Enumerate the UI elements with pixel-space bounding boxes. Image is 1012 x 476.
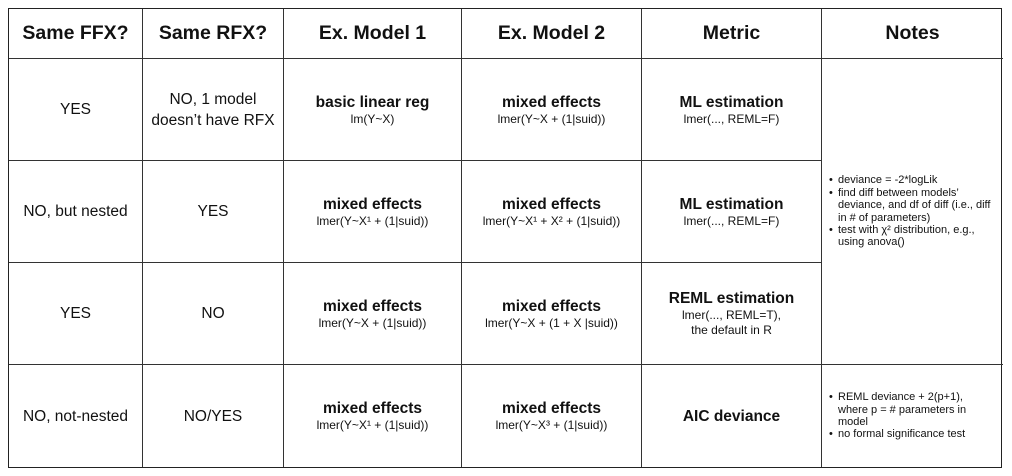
header-same-rfx: Same RFX? xyxy=(143,9,284,59)
row3-model-1-code: lmer(Y~X + (1|suid)) xyxy=(318,315,427,330)
header-model-1: Ex. Model 1 xyxy=(284,9,462,59)
row1-same-ffx: YES xyxy=(9,59,143,161)
row1-model-2-code: lmer(Y~X + (1|suid)) xyxy=(497,111,606,126)
header-notes: Notes xyxy=(822,9,1003,59)
header-same-ffx: Same FFX? xyxy=(9,9,143,59)
row2-model-2-code: lmer(Y~X¹ + X² + (1|suid)) xyxy=(482,213,621,228)
note-item: find diff between models’deviance, and d… xyxy=(829,187,991,224)
row3-model-2: mixed effects lmer(Y~X + (1 + X |suid)) xyxy=(462,263,642,365)
row3-same-rfx: NO xyxy=(143,263,284,365)
row1-model-2: mixed effects lmer(Y~X + (1|suid)) xyxy=(462,59,642,161)
row3-model-2-title: mixed effects xyxy=(501,297,602,315)
row2-metric-title: ML estimation xyxy=(679,195,784,213)
notes-cell-group-1: deviance = -2*logLik find diff between m… xyxy=(822,59,1003,365)
row4-model-1-title: mixed effects xyxy=(322,400,423,417)
header-model-2: Ex. Model 2 xyxy=(462,9,642,59)
row1-metric-title: ML estimation xyxy=(679,93,784,111)
row2-metric: ML estimation lmer(..., REML=F) xyxy=(642,161,822,263)
row3-model-1-title: mixed effects xyxy=(322,297,423,315)
row2-same-ffx: NO, but nested xyxy=(9,161,143,263)
row3-same-ffx: YES xyxy=(9,263,143,365)
comparison-table: Same FFX? Same RFX? Ex. Model 1 Ex. Mode… xyxy=(8,8,1003,468)
notes-cell-group-2: REML deviance + 2(p+1),where p = # param… xyxy=(822,365,1003,467)
row2-model-1-code: lmer(Y~X¹ + (1|suid)) xyxy=(316,213,429,228)
row4-same-ffx: NO, not-nested xyxy=(9,365,143,467)
table-grid: Same FFX? Same RFX? Ex. Model 1 Ex. Mode… xyxy=(9,9,1003,467)
row1-metric-code: lmer(..., REML=F) xyxy=(683,111,780,126)
row3-metric: REML estimation lmer(..., REML=T), the d… xyxy=(642,263,822,365)
row4-model-1-code: lmer(Y~X¹ + (1|suid)) xyxy=(316,418,429,432)
note-item: test with χ² distribution, e.g.,using an… xyxy=(829,224,990,249)
notes-list-1: deviance = -2*logLik find diff between m… xyxy=(828,174,991,249)
row4-model-1: mixed effects lmer(Y~X¹ + (1|suid)) xyxy=(284,365,462,467)
notes-list-2: REML deviance + 2(p+1),where p = # param… xyxy=(828,391,966,441)
row2-model-1-title: mixed effects xyxy=(322,195,423,213)
note-item: REML deviance + 2(p+1),where p = # param… xyxy=(829,391,966,428)
row2-model-2-title: mixed effects xyxy=(501,195,602,213)
row1-model-1-title: basic linear reg xyxy=(315,93,430,111)
row2-model-2: mixed effects lmer(Y~X¹ + X² + (1|suid)) xyxy=(462,161,642,263)
row3-model-1: mixed effects lmer(Y~X + (1|suid)) xyxy=(284,263,462,365)
row2-model-1: mixed effects lmer(Y~X¹ + (1|suid)) xyxy=(284,161,462,263)
row1-same-rfx-line1: NO, 1 model xyxy=(169,90,257,108)
row1-same-rfx: NO, 1 model doesn’t have RFX xyxy=(143,59,284,161)
row3-metric-title: REML estimation xyxy=(668,290,795,307)
row1-metric: ML estimation lmer(..., REML=F) xyxy=(642,59,822,161)
header-metric: Metric xyxy=(642,9,822,59)
row1-model-2-title: mixed effects xyxy=(501,93,602,111)
row1-model-1-code: lm(Y~X) xyxy=(350,111,395,126)
row2-metric-code: lmer(..., REML=F) xyxy=(683,213,780,228)
row1-model-1: basic linear reg lm(Y~X) xyxy=(284,59,462,161)
row2-same-rfx: YES xyxy=(143,161,284,263)
row4-metric: AIC deviance xyxy=(642,365,822,467)
row4-same-rfx: NO/YES xyxy=(143,365,284,467)
row4-metric-title: AIC deviance xyxy=(682,407,781,425)
row4-model-2-code: lmer(Y~X³ + (1|suid)) xyxy=(495,418,608,432)
note-item: no formal significance test xyxy=(829,428,966,441)
row3-model-2-code: lmer(Y~X + (1 + X |suid)) xyxy=(485,315,618,330)
note-item: deviance = -2*logLik xyxy=(829,174,990,187)
row3-metric-code-line1: lmer(..., REML=T), xyxy=(681,308,781,322)
row3-metric-code-line2: the default in R xyxy=(691,323,772,337)
row4-model-2: mixed effects lmer(Y~X³ + (1|suid)) xyxy=(462,365,642,467)
row1-same-rfx-line2: doesn’t have RFX xyxy=(151,111,275,129)
row4-model-2-title: mixed effects xyxy=(501,400,602,417)
